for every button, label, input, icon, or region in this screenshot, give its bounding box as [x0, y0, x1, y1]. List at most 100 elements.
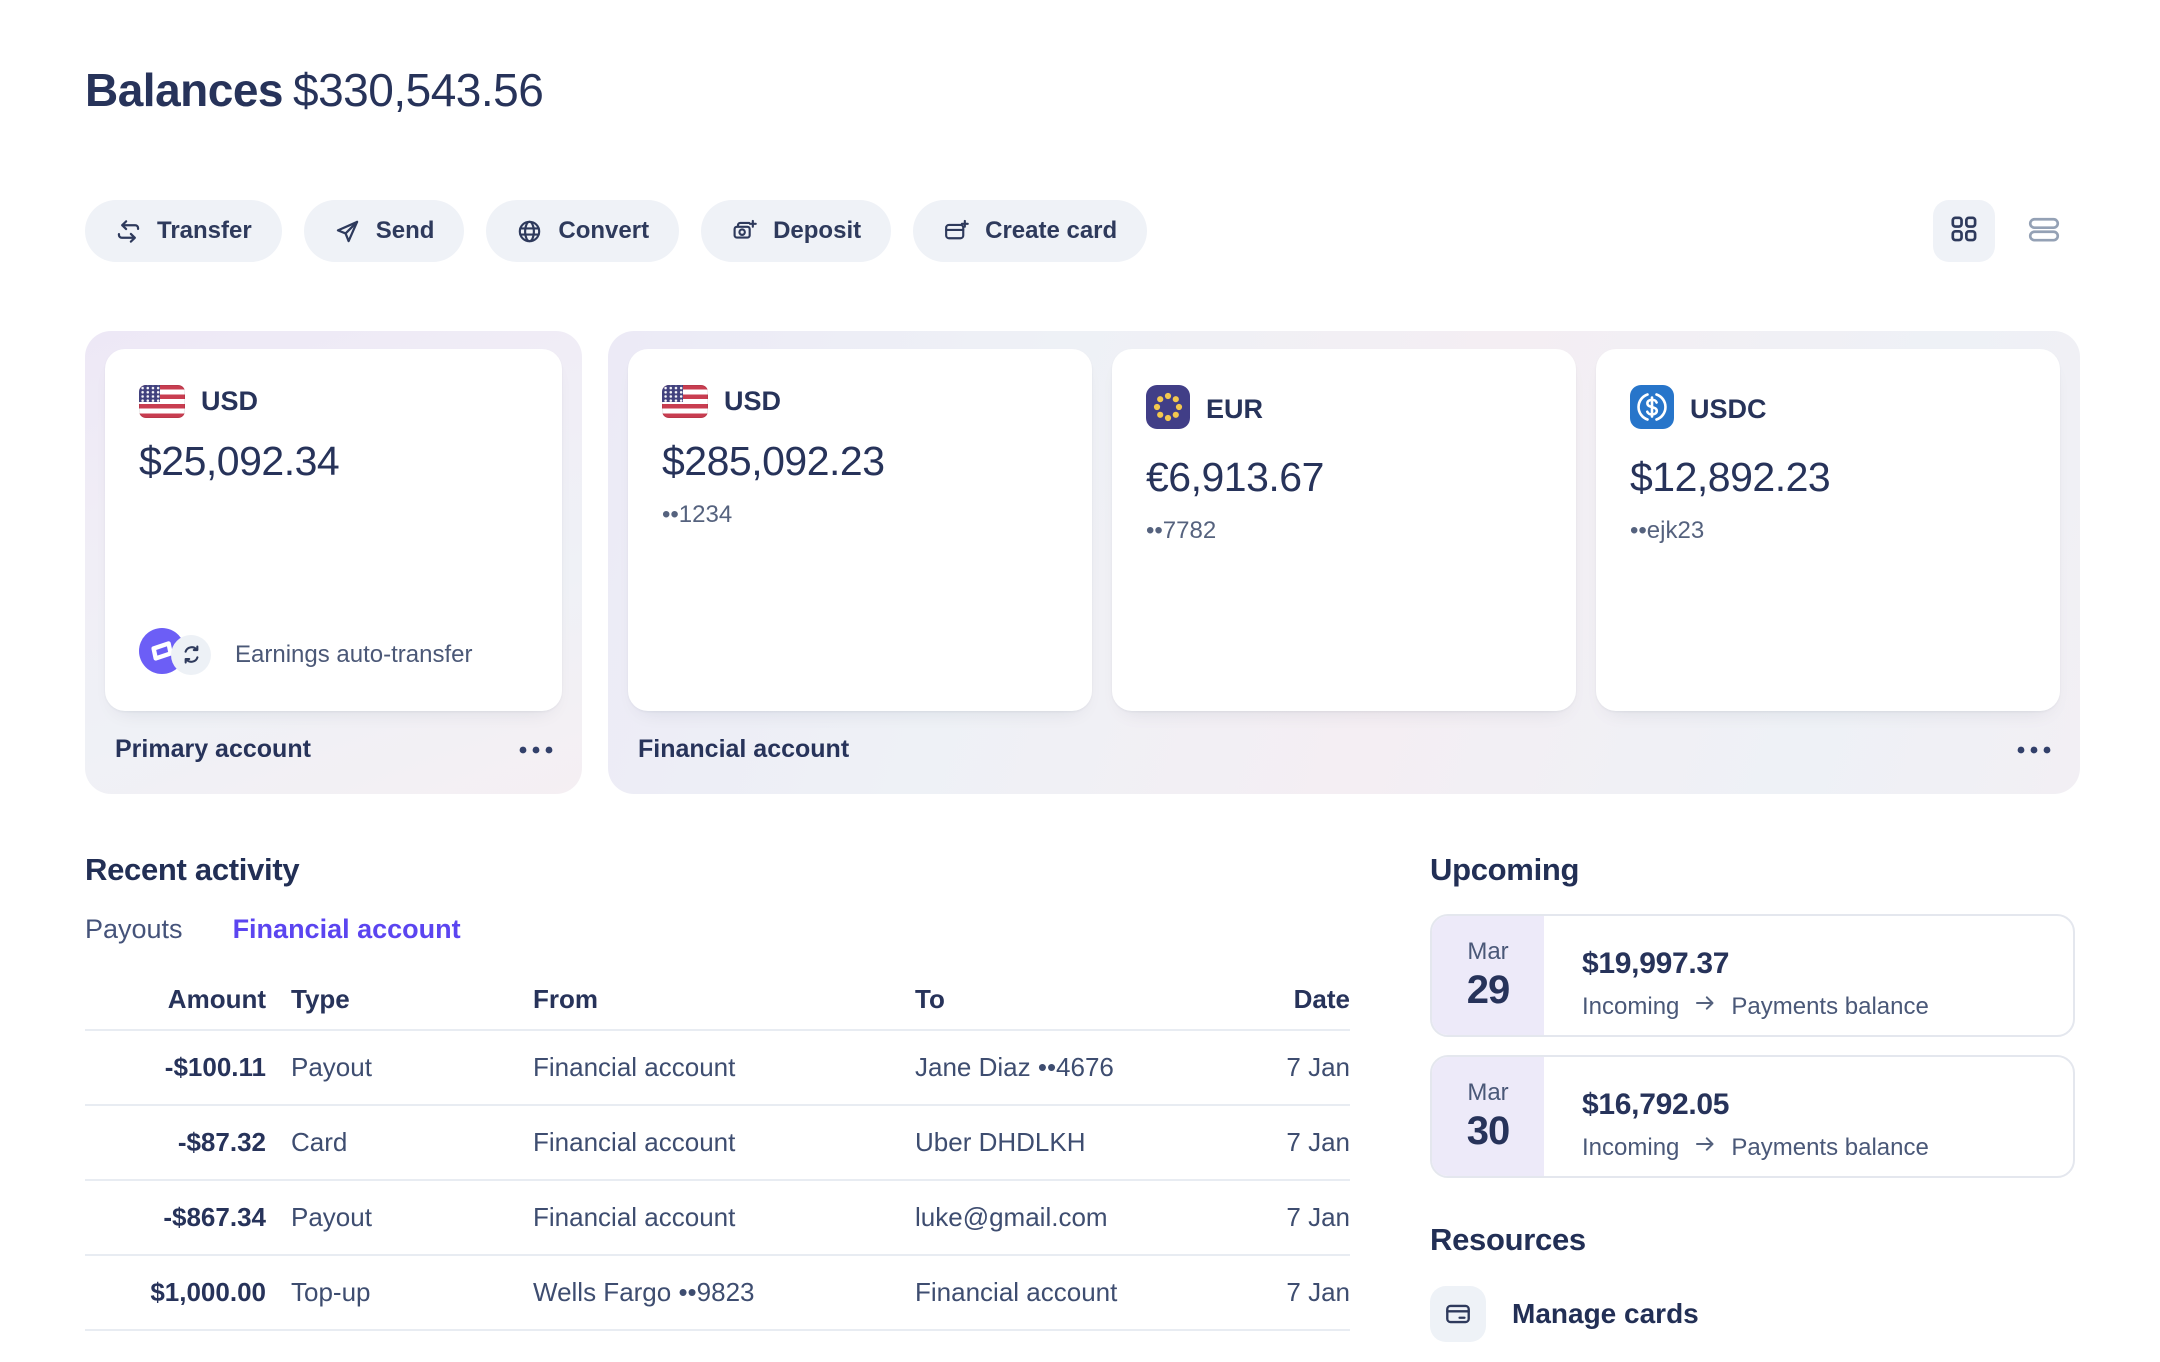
eu-flag-icon — [1146, 385, 1190, 434]
table-row[interactable]: -$87.32 Card Financial account Uber DHDL… — [85, 1106, 1350, 1181]
cell-amount: -$87.32 — [177, 1127, 266, 1157]
deposit-icon — [731, 218, 758, 245]
financial-account-cards: USD $285,092.23 ••1234 — [628, 349, 2060, 711]
deposit-button[interactable]: Deposit — [701, 200, 892, 262]
transfer-button-label: Transfer — [157, 217, 252, 244]
activity-tabs: Payouts Financial account — [85, 914, 1350, 945]
upcoming-details: $19,997.37 Incoming Payments balance — [1544, 916, 1929, 1035]
cell-date: 7 Jan — [1286, 1052, 1350, 1082]
cell-from: Financial account — [533, 1127, 736, 1157]
currency-label: USD — [201, 386, 259, 416]
transfer-icon — [115, 218, 142, 245]
toolbar: Transfer Send Convert — [85, 200, 2075, 262]
cell-type: Card — [291, 1127, 348, 1157]
resources-title: Resources — [1430, 1222, 1586, 1257]
globe-icon — [516, 218, 543, 245]
convert-button[interactable]: Convert — [486, 200, 680, 262]
upcoming-date-badge: Mar 30 — [1432, 1057, 1544, 1176]
create-card-button-label: Create card — [985, 217, 1118, 244]
financial-account-menu-button[interactable] — [2016, 745, 2052, 755]
col-header-type: Type — [291, 983, 350, 1014]
resources-section: Resources Manage cards — [1430, 1222, 2075, 1342]
currency-row: USDC — [1630, 385, 2026, 434]
grid-view-icon — [1948, 213, 1980, 250]
primary-account-cards: USD $25,092.34 — [105, 349, 562, 711]
upcoming-item[interactable]: Mar 30 $16,792.05 Incoming Payments bala… — [1430, 1055, 2075, 1178]
cell-date: 7 Jan — [1286, 1127, 1350, 1157]
create-card-icon — [943, 218, 970, 245]
send-icon — [334, 218, 361, 245]
masked-account-number: ••1234 — [662, 501, 733, 528]
balance-amount: $12,892.23 — [1630, 454, 1831, 500]
upcoming-destination: Payments balance — [1731, 1133, 1929, 1161]
cell-date: 7 Jan — [1286, 1277, 1350, 1307]
us-flag-icon — [139, 385, 185, 418]
action-buttons: Transfer Send Convert — [85, 200, 1148, 262]
upcoming-day: 30 — [1466, 1109, 1510, 1153]
cell-to: luke@gmail.com — [915, 1202, 1108, 1232]
cell-from: Wells Fargo ••9823 — [533, 1277, 755, 1307]
col-header-date: Date — [1293, 983, 1350, 1014]
usd-financial-balance-card[interactable]: USD $285,092.23 ••1234 — [628, 349, 1092, 711]
cell-amount: -$867.34 — [163, 1202, 266, 1232]
us-flag-icon — [662, 385, 708, 418]
upcoming-month: Mar — [1467, 1079, 1509, 1106]
upcoming-day: 29 — [1466, 968, 1510, 1012]
cell-type: Payout — [291, 1052, 372, 1082]
cell-to: Financial account — [915, 1277, 1118, 1307]
activity-table: Amount Type From To Date -$100.11 Payout… — [85, 969, 1350, 1331]
cell-from: Financial account — [533, 1052, 736, 1082]
page-title: Balances $330,543.56 — [85, 62, 2075, 118]
create-card-button[interactable]: Create card — [913, 200, 1148, 262]
primary-account-name: Primary account — [115, 735, 311, 763]
cell-amount: -$100.11 — [164, 1052, 266, 1082]
table-row[interactable]: -$867.34 Payout Financial account luke@g… — [85, 1181, 1350, 1256]
view-toggle — [1933, 200, 2075, 262]
total-balance: $330,543.56 — [293, 64, 544, 116]
cell-to: Uber DHDLKH — [915, 1127, 1086, 1157]
balance-amount: $285,092.23 — [662, 438, 885, 484]
balance-amount: $25,092.34 — [139, 438, 340, 484]
page-title-label: Balances — [85, 64, 284, 116]
cell-to: Jane Diaz ••4676 — [915, 1052, 1114, 1082]
primary-account-group: USD $25,092.34 — [85, 331, 582, 794]
usd-primary-balance-card[interactable]: USD $25,092.34 — [105, 349, 562, 711]
cell-from: Financial account — [533, 1202, 736, 1232]
currency-label: USDC — [1690, 394, 1767, 424]
list-view-button[interactable] — [2013, 200, 2075, 262]
arrow-right-icon — [1693, 991, 1717, 1022]
manage-cards-link[interactable]: Manage cards — [1430, 1286, 2075, 1342]
currency-row: EUR — [1146, 385, 1542, 434]
cell-type: Payout — [291, 1202, 372, 1232]
usdc-financial-balance-card[interactable]: USDC $12,892.23 ••ejk23 — [1596, 349, 2060, 711]
transfer-button[interactable]: Transfer — [85, 200, 282, 262]
send-button-label: Send — [375, 217, 435, 244]
masked-account-number: ••7782 — [1146, 517, 1217, 544]
upcoming-route: Incoming Payments balance — [1582, 991, 1929, 1022]
eur-financial-balance-card[interactable]: EUR €6,913.67 ••7782 — [1112, 349, 1576, 711]
deposit-button-label: Deposit — [773, 217, 862, 244]
upcoming-route: Incoming Payments balance — [1582, 1132, 1929, 1163]
upcoming-title: Upcoming — [1430, 852, 1580, 887]
recent-activity-section: Recent activity Payouts Financial accoun… — [85, 852, 1350, 1342]
currency-row: USD — [662, 385, 1058, 418]
cell-type: Top-up — [291, 1277, 371, 1307]
grid-view-button[interactable] — [1933, 200, 1995, 262]
primary-account-menu-button[interactable] — [518, 745, 554, 755]
primary-account-label-row: Primary account — [105, 711, 562, 794]
table-row[interactable]: $1,000.00 Top-up Wells Fargo ••9823 Fina… — [85, 1256, 1350, 1331]
financial-account-name: Financial account — [638, 735, 850, 763]
currency-label: USD — [724, 386, 782, 416]
balance-amount: €6,913.67 — [1146, 454, 1324, 500]
credit-card-icon — [1430, 1286, 1486, 1342]
masked-account-number: ••ejk23 — [1630, 517, 1705, 544]
send-button[interactable]: Send — [303, 200, 465, 262]
sync-icon — [171, 634, 211, 675]
tab-payouts[interactable]: Payouts — [85, 914, 183, 944]
financial-account-label-row: Financial account — [628, 711, 2060, 794]
upcoming-item[interactable]: Mar 29 $19,997.37 Incoming Payments bala… — [1430, 914, 2075, 1037]
tab-financial-account[interactable]: Financial account — [232, 914, 461, 944]
upcoming-date-badge: Mar 29 — [1432, 916, 1544, 1035]
table-row[interactable]: -$100.11 Payout Financial account Jane D… — [85, 1031, 1350, 1106]
